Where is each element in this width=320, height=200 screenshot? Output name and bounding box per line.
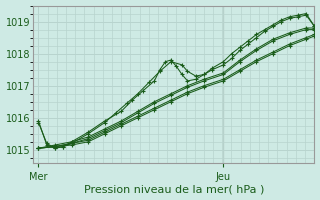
X-axis label: Pression niveau de la mer( hPa ): Pression niveau de la mer( hPa ) xyxy=(84,184,264,194)
